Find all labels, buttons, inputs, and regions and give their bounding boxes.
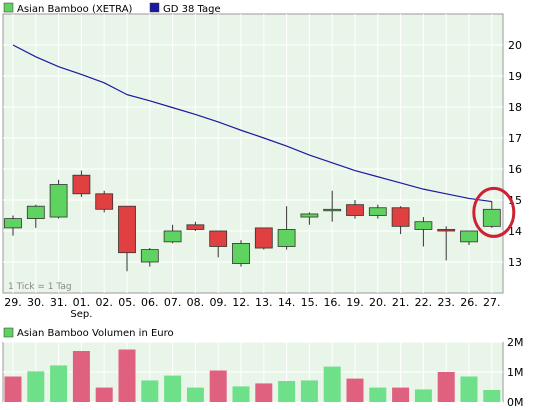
- volume-bar: [369, 387, 387, 402]
- volume-bar: [186, 387, 204, 402]
- candle-body: [346, 204, 364, 216]
- candle-body: [300, 213, 319, 218]
- candle-body: [277, 229, 296, 247]
- moving-average-line: [12, 44, 492, 203]
- volume-bar: [346, 378, 364, 402]
- candle-body: [323, 208, 342, 212]
- candle-body: [49, 184, 68, 218]
- volume-bar: [209, 370, 227, 402]
- candle-body: [209, 230, 228, 247]
- candle-body: [186, 224, 205, 230]
- candle-body: [163, 230, 182, 243]
- volume-bar: [392, 387, 410, 402]
- x-tick-label: 05.: [118, 296, 136, 309]
- legend-swatch: [149, 2, 160, 13]
- volume-bar: [50, 365, 68, 402]
- candle-body: [414, 221, 433, 230]
- candle-body: [460, 230, 478, 243]
- legend-swatch: [3, 2, 14, 13]
- x-tick-label: 15.: [301, 296, 319, 309]
- x-tick-label: 19.: [346, 296, 364, 309]
- y-tick-label: 14: [508, 225, 522, 238]
- candle-body: [232, 242, 250, 264]
- candle-body: [482, 208, 501, 227]
- x-tick-label: 31.: [50, 296, 68, 309]
- candle-body: [118, 205, 136, 254]
- y-tick-label: 13: [508, 256, 522, 269]
- volume-bar: [232, 386, 250, 402]
- vol-y-tick-label: 0M: [507, 396, 524, 409]
- legend-label: GD 38 Tage: [163, 4, 221, 15]
- candle-body: [4, 218, 22, 229]
- volume-bar: [437, 372, 455, 402]
- price-plot-area: [2, 13, 504, 294]
- candle-body: [391, 207, 410, 227]
- volume-bar: [414, 389, 432, 402]
- candle-body: [95, 193, 114, 210]
- x-tick-label: 12.: [232, 296, 250, 309]
- volume-bar: [95, 387, 113, 402]
- x-tick-label: 30.: [27, 296, 45, 309]
- x-tick-label: 09.: [209, 296, 227, 309]
- candle-body: [140, 249, 159, 263]
- volume-bar: [141, 380, 159, 402]
- y-tick-label: 19: [508, 70, 522, 83]
- volume-bar: [323, 366, 341, 402]
- x-tick-label: 22.: [415, 296, 433, 309]
- legend-label: Asian Bamboo (XETRA): [17, 4, 133, 15]
- x-tick-label: 02.: [95, 296, 113, 309]
- x-month-label: Sep.: [70, 309, 92, 320]
- y-tick-label: 18: [508, 101, 522, 114]
- tick-note: 1 Tick = 1 Tag: [8, 282, 72, 292]
- x-tick-label: 27.: [483, 296, 501, 309]
- vol-y-tick-label: 1M: [507, 366, 524, 379]
- y-tick-label: 20: [508, 39, 522, 52]
- candle-body: [437, 229, 456, 232]
- candle-body: [254, 227, 273, 249]
- vol-legend-swatch: [3, 327, 14, 338]
- candle-body: [72, 174, 91, 195]
- volume-bar: [278, 381, 296, 402]
- volume-bar: [255, 383, 273, 402]
- x-tick-label: 07.: [164, 296, 182, 309]
- volume-bar: [4, 376, 22, 402]
- x-tick-label: 06.: [141, 296, 159, 309]
- x-tick-label: 13.: [255, 296, 273, 309]
- volume-bar: [460, 376, 478, 402]
- volume-bar: [164, 375, 182, 402]
- volume-bar: [72, 351, 90, 402]
- highlight-circle: [472, 186, 516, 238]
- x-tick-label: 14.: [278, 296, 296, 309]
- volume-bar: [27, 371, 45, 402]
- x-tick-label: 29.: [4, 296, 22, 309]
- y-tick-label: 17: [508, 132, 522, 145]
- y-tick-label: 16: [508, 163, 522, 176]
- x-tick-label: 23.: [437, 296, 455, 309]
- candle-body: [368, 207, 387, 216]
- vol-legend-label: Asian Bamboo Volumen in Euro: [17, 328, 174, 339]
- candle-body: [26, 205, 45, 219]
- x-tick-label: 20.: [369, 296, 387, 309]
- volume-bar: [300, 380, 318, 402]
- x-tick-label: 26.: [460, 296, 478, 309]
- x-tick-label: 08.: [187, 296, 205, 309]
- vol-y-tick-label: 2M: [507, 336, 524, 349]
- x-tick-label: 21.: [392, 296, 410, 309]
- x-tick-label: 01.: [73, 296, 91, 309]
- volume-bar: [483, 390, 501, 402]
- volume-bar: [118, 349, 136, 402]
- x-tick-label: 16.: [323, 296, 341, 309]
